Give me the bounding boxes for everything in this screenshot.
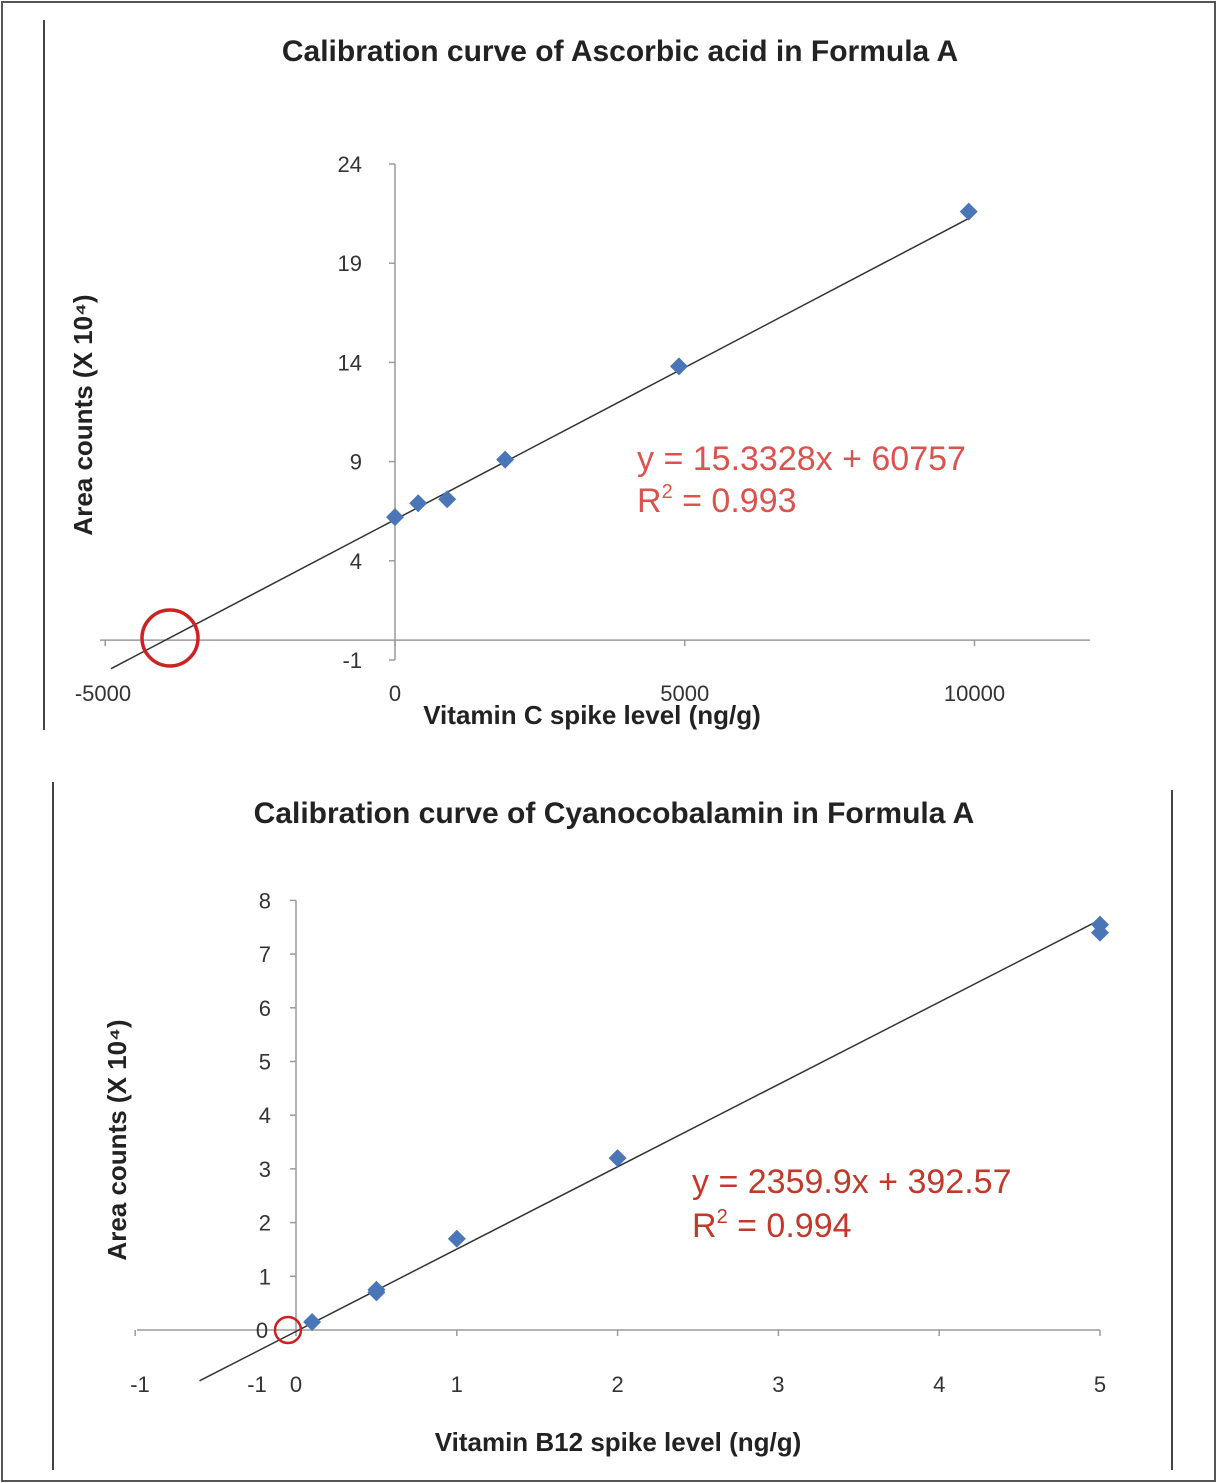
data-point bbox=[496, 450, 515, 469]
highlight-circle bbox=[140, 608, 200, 668]
x-tick-label: 5 bbox=[1094, 1372, 1106, 1397]
data-point bbox=[409, 494, 428, 513]
chart-title: Calibration curve of Cyanocobalamin in F… bbox=[254, 797, 975, 830]
data-point bbox=[447, 1229, 466, 1248]
extra-x-label: -1 bbox=[247, 1372, 267, 1397]
y-tick-label: 9 bbox=[350, 450, 362, 475]
data-point bbox=[608, 1149, 627, 1168]
y-tick-label: 14 bbox=[338, 350, 362, 375]
y-axis-label: Area counts (X 10⁴) bbox=[68, 294, 98, 535]
r-squared-label: R2 = 0.993 bbox=[637, 481, 797, 520]
highlight-circle bbox=[273, 1315, 303, 1345]
x-tick-label: 4 bbox=[933, 1372, 945, 1397]
data-point bbox=[669, 357, 688, 376]
data-point bbox=[303, 1312, 322, 1331]
data-point bbox=[438, 490, 457, 509]
x-tick-label: 3 bbox=[772, 1372, 784, 1397]
extra-y-label: 0 bbox=[256, 1318, 268, 1343]
data-point bbox=[1091, 915, 1109, 934]
ascorbic-acid-chart: Calibration curve of Ascorbic acid in Fo… bbox=[68, 35, 1090, 730]
y-tick-label: 1 bbox=[259, 1264, 271, 1289]
y-tick-label: 19 bbox=[338, 251, 362, 276]
x-tick-label: 0 bbox=[389, 681, 401, 706]
data-point bbox=[959, 202, 978, 221]
y-tick-label: 4 bbox=[259, 1103, 271, 1128]
y-tick-label: 24 bbox=[338, 152, 362, 177]
trendline bbox=[199, 919, 1101, 1382]
trendline bbox=[110, 217, 970, 670]
x-tick-label: -5000 bbox=[75, 681, 131, 706]
chart-title: Calibration curve of Ascorbic acid in Fo… bbox=[282, 35, 958, 68]
x-tick-label: 0 bbox=[290, 1372, 302, 1397]
y-tick-label: 6 bbox=[259, 996, 271, 1021]
y-axis-label: Area counts (X 10⁴) bbox=[102, 1019, 132, 1260]
x-tick-label: 2 bbox=[611, 1372, 623, 1397]
data-point bbox=[367, 1280, 386, 1299]
r-squared-label: R2 = 0.994 bbox=[692, 1206, 852, 1245]
x-axis-label: Vitamin C spike level (ng/g) bbox=[423, 700, 761, 730]
x-tick-label: 5000 bbox=[660, 681, 709, 706]
x-tick-label: 10000 bbox=[944, 681, 1005, 706]
x-axis-label: Vitamin B12 spike level (ng/g) bbox=[435, 1427, 802, 1457]
y-tick-label: 5 bbox=[259, 1050, 271, 1075]
trendline-equation: y = 2359.9x + 392.57 bbox=[692, 1163, 1011, 1201]
cyanocobalamin-chart: Calibration curve of Cyanocobalamin in F… bbox=[102, 797, 1109, 1457]
x-tick-label: 1 bbox=[451, 1372, 463, 1397]
x-tick-label: -1 bbox=[130, 1372, 150, 1397]
data-point bbox=[386, 508, 404, 527]
y-tick-label: 4 bbox=[350, 549, 362, 574]
y-tick-label: -1 bbox=[342, 648, 362, 673]
y-tick-label: 3 bbox=[259, 1157, 271, 1182]
trendline-equation: y = 15.3328x + 60757 bbox=[637, 440, 966, 478]
y-tick-label: 2 bbox=[259, 1211, 271, 1236]
y-tick-label: 8 bbox=[259, 888, 271, 913]
y-tick-label: 7 bbox=[259, 942, 271, 967]
